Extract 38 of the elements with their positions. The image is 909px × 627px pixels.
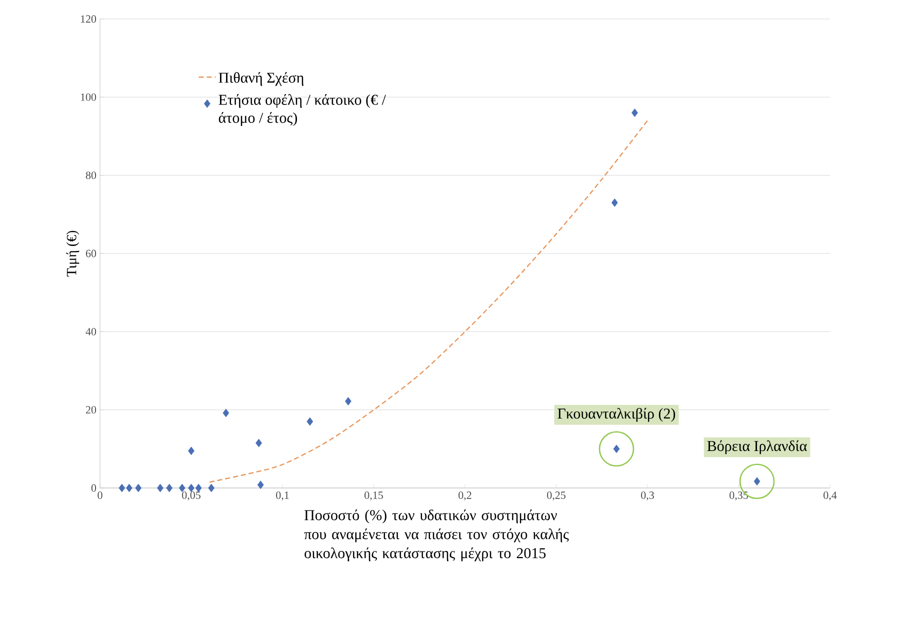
x-tick-label: 0,4 bbox=[824, 492, 837, 501]
point bbox=[632, 108, 638, 117]
point bbox=[611, 198, 618, 207]
annotation: Γκουανταλκιβίρ (2) bbox=[558, 408, 676, 422]
legend-label: Πιθανή Σχέση bbox=[218, 72, 304, 86]
point bbox=[195, 484, 202, 492]
annotation: Βόρεια Ιρλανδία bbox=[707, 440, 807, 454]
point bbox=[345, 397, 352, 406]
point bbox=[306, 417, 314, 426]
y-tick-label: 120 bbox=[80, 15, 96, 23]
y-tick-label: 20 bbox=[86, 406, 96, 414]
point bbox=[126, 484, 132, 492]
y-tick-label: 60 bbox=[86, 250, 96, 258]
point bbox=[257, 480, 264, 490]
x-axis-title: Ποσοστό (%) των υδατικών συστημάτων που αναμένεται να πιάσει τον στόχο καλής οικολογικής κατάστασης μέχρι το 2015 bbox=[304, 510, 569, 562]
x-tick-label: 0,2 bbox=[458, 492, 472, 501]
y-axis-title: Τιμή (€) bbox=[66, 230, 80, 276]
x-tick-label: 0,15 bbox=[364, 492, 383, 501]
point bbox=[256, 438, 262, 448]
legend-label: Ετήσια οφέλη / κάτοικο (€ / άτομο / έτος) bbox=[218, 94, 386, 126]
x-tick-label: 0,05 bbox=[182, 492, 200, 501]
point bbox=[135, 484, 142, 492]
point bbox=[118, 484, 126, 492]
x-tick-label: 0,3 bbox=[641, 492, 654, 501]
x-tick-label: 0,25 bbox=[547, 492, 566, 501]
y-tick-label: 0 bbox=[91, 484, 96, 492]
point bbox=[222, 408, 230, 418]
point bbox=[178, 484, 186, 492]
y-tick-label: 80 bbox=[86, 172, 96, 180]
y-tick-label: 100 bbox=[80, 93, 96, 101]
point bbox=[157, 484, 164, 492]
x-tick-label: 0,1 bbox=[276, 492, 289, 501]
y-tick-label: 40 bbox=[86, 328, 96, 336]
point bbox=[208, 484, 215, 492]
point bbox=[188, 446, 194, 456]
x-tick-label: 0,35 bbox=[730, 492, 748, 501]
x-tick-label: 0 bbox=[98, 492, 102, 499]
point bbox=[166, 484, 173, 492]
